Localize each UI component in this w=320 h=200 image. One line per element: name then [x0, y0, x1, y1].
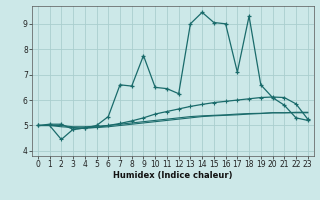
- X-axis label: Humidex (Indice chaleur): Humidex (Indice chaleur): [113, 171, 233, 180]
